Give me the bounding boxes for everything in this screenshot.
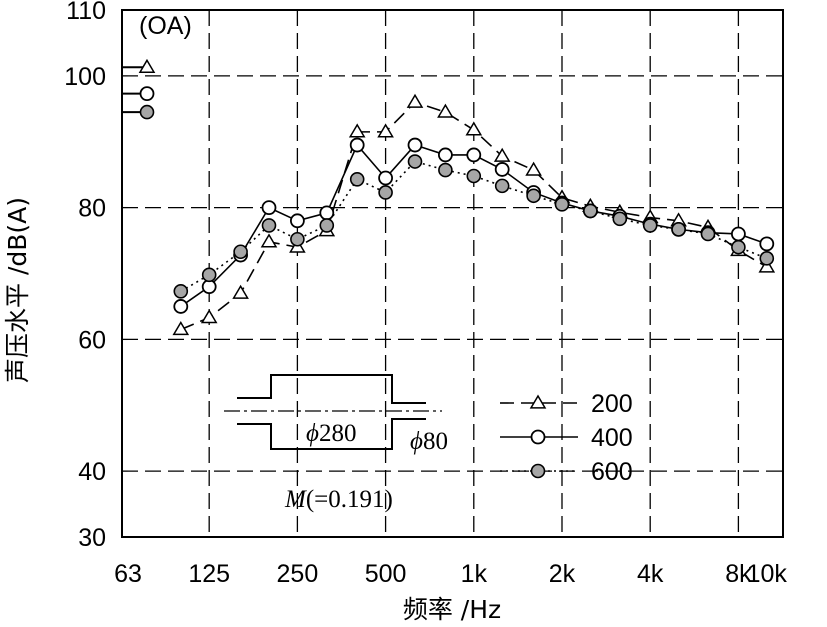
data-point-600 [261,218,277,233]
x-tick-label: 2k [549,560,576,588]
series-line-600 [180,160,768,292]
mach-number-label: M(=0.191) [284,486,393,513]
data-point-600 [319,218,335,233]
data-point-200 [348,123,366,138]
data-point-600 [642,218,658,233]
plot-frame [121,9,784,538]
y-tick-label: 30 [78,524,106,552]
x-tick-label: 1k [461,560,488,588]
large-diameter-label: ϕ280 [306,420,356,447]
y-tick-label: 100 [64,63,106,91]
data-point-200 [437,103,454,118]
x-tick-label: 500 [365,560,407,588]
data-point-600 [349,171,365,187]
data-point-400 [261,200,277,216]
data-point-400 [730,226,746,242]
legend-marker-400 [530,429,546,445]
x-tick-label: 10k [747,560,788,588]
muffler-lower-outline [237,418,426,450]
oa-marker-400 [139,86,155,102]
data-point-600 [554,197,570,212]
data-point-600 [583,203,598,219]
data-point-600 [201,267,217,283]
data-point-600 [233,244,248,260]
legend-label-400: 400 [591,424,633,452]
data-point-200 [232,284,249,299]
data-point-400 [466,147,482,163]
muffler-diagram [224,374,442,450]
data-point-400 [289,213,305,229]
data-point-200 [465,121,483,136]
x-tick-label: 250 [277,560,319,588]
data-point-200 [406,93,424,108]
data-point-600 [700,226,716,242]
oa-label: (OA) [139,12,192,40]
legend-label-600: 600 [591,458,633,486]
series-layer [172,93,776,336]
small-diameter-label: ϕ80 [410,428,448,455]
x-tick-label: 63 [114,560,142,588]
legend-marker-600 [530,463,546,479]
data-point-400 [407,137,423,153]
data-point-400 [759,236,775,252]
legend-label-200: 200 [591,390,633,418]
data-point-600 [466,168,482,184]
x-tick-label: 125 [188,560,230,588]
data-point-600 [407,154,423,169]
y-tick-label: 80 [78,195,106,223]
muffler-upper-outline [237,374,426,404]
oa-marker-200 [138,58,156,73]
y-tick-labels: 30 40 60 80 100 110 [64,0,106,552]
legend: 200 400 600 [500,390,633,486]
data-point-200 [172,321,190,336]
legend-marker-200 [529,394,547,409]
data-point-600 [671,222,686,237]
data-point-200 [525,161,542,176]
data-point-400 [378,170,393,186]
x-axis-title: 频率 /Hz [403,595,501,624]
data-point-200 [758,258,776,273]
data-point-600 [173,283,189,299]
data-point-200 [260,233,278,248]
data-point-200 [377,123,394,138]
y-tick-label: 40 [78,458,106,486]
data-point-600 [438,162,453,178]
data-point-400 [173,299,189,314]
data-point-400 [494,162,510,177]
data-point-400 [437,147,453,163]
data-point-600 [612,211,628,227]
data-point-200 [493,147,511,162]
y-axis-title: 声压水平 /dB(A) [3,197,32,383]
oa-marker-600 [139,104,155,120]
y-tick-label: 110 [66,0,106,25]
data-point-600 [526,188,541,204]
data-point-400 [349,137,365,153]
data-point-200 [200,309,218,324]
data-point-600 [759,251,775,266]
data-point-600 [378,185,393,200]
data-point-600 [494,178,510,194]
data-point-600 [731,239,746,255]
data-point-600 [290,231,305,247]
data-point-400 [201,279,217,295]
oa-markers [122,58,156,120]
y-tick-label: 60 [78,326,106,354]
x-tick-label: 8k [725,560,752,588]
x-tick-label: 4k [637,560,664,588]
data-point-400 [319,205,335,221]
